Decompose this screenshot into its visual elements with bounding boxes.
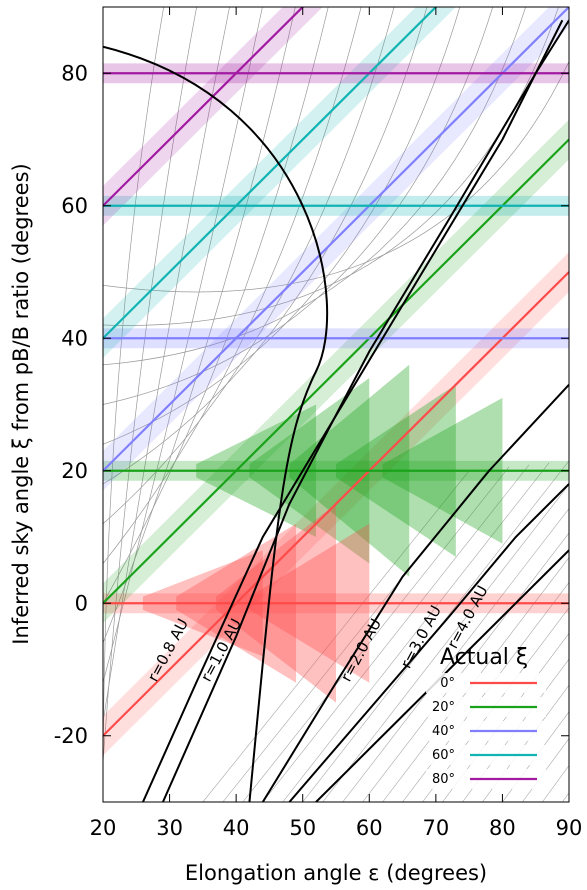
diagonal-band bbox=[103, 7, 569, 491]
guide-line bbox=[562, 792, 569, 802]
guide-curve bbox=[103, 7, 263, 683]
guide-line bbox=[242, 466, 510, 802]
legend-label: 20° bbox=[432, 700, 455, 715]
series-diagonal-line bbox=[103, 271, 569, 737]
distance-curve bbox=[288, 483, 569, 802]
x-tick-label: 50 bbox=[289, 816, 316, 840]
guide-curve bbox=[103, 7, 494, 405]
x-axis-title: Elongation angle ε (degrees) bbox=[185, 861, 487, 885]
y-axis-title: Inferred sky angle ξ from pB/B ratio (de… bbox=[9, 163, 33, 644]
x-tick-label: 90 bbox=[556, 816, 583, 840]
legend-label: 0° bbox=[440, 676, 455, 691]
y-tick-label: 40 bbox=[61, 326, 88, 350]
guide-line bbox=[342, 508, 569, 802]
legend-label: 60° bbox=[432, 748, 455, 763]
plot-frame bbox=[102, 6, 570, 803]
guide-line bbox=[322, 484, 569, 802]
series-diagonal-line bbox=[103, 138, 569, 605]
guide-line bbox=[462, 658, 569, 802]
guide-line bbox=[582, 433, 587, 802]
x-tick-label: 30 bbox=[156, 816, 183, 840]
x-tick-label: 20 bbox=[90, 816, 117, 840]
guide-line bbox=[442, 632, 569, 802]
y-tick-label: 60 bbox=[61, 194, 88, 218]
guide-line bbox=[502, 711, 569, 802]
series-diagonal-line bbox=[103, 7, 305, 207]
distance-curve bbox=[261, 383, 569, 802]
guide-line bbox=[282, 462, 550, 802]
guide-line bbox=[482, 684, 569, 802]
guide-curve bbox=[103, 7, 230, 723]
y-tick-label: 80 bbox=[61, 61, 88, 85]
guide-line bbox=[422, 607, 569, 802]
legend-label: 40° bbox=[432, 724, 455, 739]
guide-line bbox=[362, 532, 569, 802]
diagonal-band bbox=[103, 7, 456, 359]
guide-curve bbox=[103, 7, 559, 326]
legend-label: 80° bbox=[432, 772, 455, 787]
guide-curve bbox=[103, 7, 329, 604]
y-tick-label: -20 bbox=[54, 724, 88, 748]
guide-curve bbox=[103, 7, 461, 445]
guide-line bbox=[542, 764, 569, 802]
sun-circle-curve bbox=[103, 45, 329, 802]
guide-curve bbox=[103, 7, 526, 366]
series-diagonal-line bbox=[103, 7, 569, 472]
y-tick-label: 0 bbox=[75, 591, 88, 615]
guide-line bbox=[382, 557, 569, 802]
guide-curve bbox=[103, 7, 296, 644]
guide-line bbox=[522, 737, 569, 802]
legend: Actual ξ 0° 20° 40° 60° 80° bbox=[426, 645, 546, 789]
series-diagonal-line bbox=[103, 7, 438, 340]
distance-curve bbox=[142, 19, 564, 802]
guide-line bbox=[262, 464, 530, 802]
x-tick-label: 60 bbox=[356, 816, 383, 840]
x-tick-label: 40 bbox=[223, 816, 250, 840]
distance-curve bbox=[161, 19, 569, 802]
axis-ticks: 20 30 40 50 60 70 80 90 -20 0 20 40 60 80 bbox=[54, 7, 583, 840]
guide-line bbox=[402, 582, 569, 802]
y-tick-label: 20 bbox=[61, 459, 88, 483]
x-tick-label: 70 bbox=[422, 816, 449, 840]
guide-line bbox=[202, 470, 470, 802]
legend-title: Actual ξ bbox=[440, 645, 528, 670]
guide-curve bbox=[103, 60, 569, 293]
x-tick-label: 80 bbox=[489, 816, 516, 840]
guide-curve bbox=[103, 7, 197, 763]
diagonal-band bbox=[103, 7, 323, 226]
distance-label: r=4.0 AU bbox=[443, 582, 491, 651]
